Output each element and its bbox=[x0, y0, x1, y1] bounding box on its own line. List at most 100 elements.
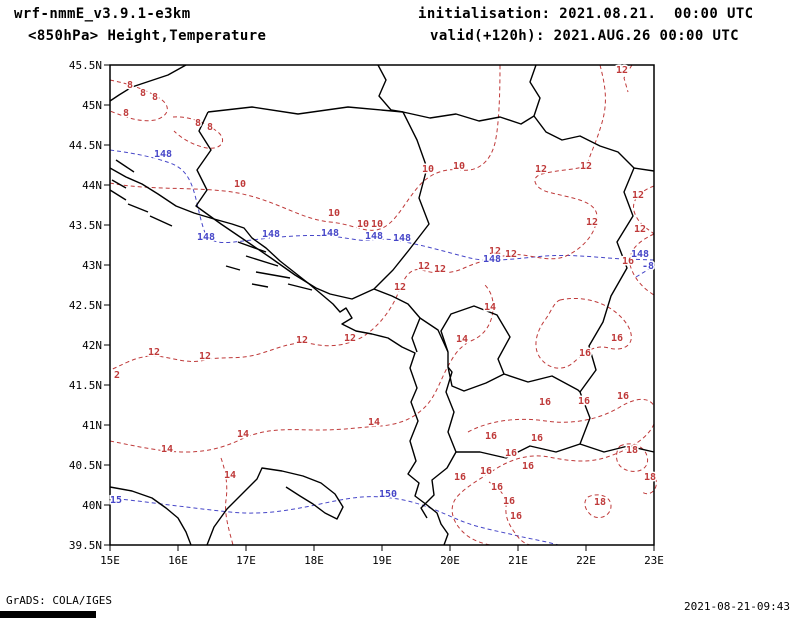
temperature-contour-label: 8 bbox=[195, 118, 201, 129]
temperature-contour-label: 12 bbox=[586, 217, 598, 228]
x-axis-tick-label: 16E bbox=[168, 554, 188, 567]
temperature-contour-label: 16 bbox=[480, 466, 492, 477]
field-title: <850hPa> Height,Temperature bbox=[28, 28, 267, 44]
coastline-border bbox=[287, 283, 313, 291]
coastline-border bbox=[206, 467, 344, 546]
y-axis-tick-label: 39.5N bbox=[69, 539, 102, 552]
height-contour-label: 148 bbox=[197, 232, 215, 243]
temperature-contour bbox=[109, 79, 168, 122]
height-contour-label: 148 bbox=[262, 229, 280, 240]
coastline-border bbox=[109, 64, 187, 102]
temperature-contour-label: 12 bbox=[148, 347, 160, 358]
height-contour-label: 148 bbox=[321, 228, 339, 239]
coastline-border bbox=[127, 203, 149, 213]
temperature-contour-label: 16 bbox=[579, 348, 591, 359]
temperature-contour-label: 12 bbox=[634, 224, 646, 235]
temperature-contour-label: 16 bbox=[531, 433, 543, 444]
temperature-contour-label: 16 bbox=[617, 391, 629, 402]
temperature-contour-label: 14 bbox=[484, 302, 496, 313]
temperature-contour-label: 14 bbox=[456, 334, 468, 345]
coastline-border bbox=[579, 167, 635, 393]
y-axis-tick-label: 43.5N bbox=[69, 219, 102, 232]
temperature-contour-label: 12 bbox=[394, 282, 406, 293]
coastline-border bbox=[402, 111, 535, 125]
coastline-border bbox=[225, 265, 241, 271]
temperature-contour-label: 16 bbox=[510, 511, 522, 522]
temperature-contour-label: 16 bbox=[491, 482, 503, 493]
temperature-contour-label: 8 bbox=[207, 122, 213, 133]
height-contour-label: -8 bbox=[642, 261, 654, 272]
temperature-contour-label: 12 bbox=[535, 164, 547, 175]
coastline-border bbox=[237, 241, 267, 253]
height-contour bbox=[635, 265, 655, 278]
temperature-contour-label: 14 bbox=[368, 417, 380, 428]
temperature-contour-label: 10 bbox=[234, 179, 246, 190]
model-title: wrf-nmmE_v3.9.1-e3km bbox=[14, 6, 191, 22]
x-axis-tick-label: 19E bbox=[372, 554, 392, 567]
y-axis-tick-label: 40N bbox=[82, 499, 102, 512]
window-edge-strip bbox=[0, 611, 96, 618]
y-axis-tick-label: 40.5N bbox=[69, 459, 102, 472]
temperature-contour-label: 16 bbox=[522, 461, 534, 472]
temperature-contour bbox=[109, 64, 501, 231]
temperature-contour-label: 12 bbox=[616, 65, 628, 76]
temperature-contour-label: 12 bbox=[296, 335, 308, 346]
temperature-contour-label: 10 bbox=[371, 219, 383, 230]
temperature-contour-label: 16 bbox=[503, 496, 515, 507]
height-contour bbox=[109, 149, 655, 261]
temperature-contour-label: 10 bbox=[453, 161, 465, 172]
coastline-border bbox=[111, 179, 127, 189]
temperature-contour-label: 8 bbox=[152, 92, 158, 103]
temperature-contour-label: 10 bbox=[357, 219, 369, 230]
temperature-contour bbox=[488, 481, 531, 546]
coastline-border bbox=[255, 271, 291, 279]
y-axis-tick-label: 42N bbox=[82, 339, 102, 352]
y-axis-tick-label: 42.5N bbox=[69, 299, 102, 312]
temperature-contour-label: 12 bbox=[580, 161, 592, 172]
temperature-contour-label: 16 bbox=[578, 396, 590, 407]
temperature-contour bbox=[623, 64, 633, 93]
coastline-border bbox=[420, 366, 457, 519]
coastline-border bbox=[195, 111, 317, 289]
coastline-border bbox=[207, 106, 430, 300]
grads-credit: GrADS: COLA/IGES bbox=[6, 594, 112, 607]
valid-time-label: valid(+120h): 2021.AUG.26 00:00 UTC bbox=[430, 28, 740, 44]
x-axis-tick-label: 18E bbox=[304, 554, 324, 567]
temperature-contour-label: 16 bbox=[611, 333, 623, 344]
temperature-contour-label: 14 bbox=[224, 470, 236, 481]
height-contour-label: 148 bbox=[483, 254, 501, 265]
coastline-border bbox=[419, 317, 449, 353]
temperature-contour-label: 12 bbox=[505, 249, 517, 260]
coastline-border bbox=[456, 373, 591, 459]
coastline-border bbox=[149, 215, 173, 227]
height-contour-label: 148 bbox=[393, 233, 411, 244]
temperature-contour bbox=[629, 233, 655, 296]
temperature-contour-label: 18 bbox=[594, 497, 606, 508]
x-axis-tick-label: 15E bbox=[100, 554, 120, 567]
x-axis-tick-label: 20E bbox=[440, 554, 460, 567]
coastline-border bbox=[440, 305, 511, 392]
temperature-contour bbox=[109, 283, 494, 453]
temperature-contour-label: 8 bbox=[140, 88, 146, 99]
temperature-contour bbox=[584, 494, 612, 519]
temperature-contour-label: 16 bbox=[622, 256, 634, 267]
temperature-contour-label: 16 bbox=[454, 472, 466, 483]
temperature-contour-label: 12 bbox=[199, 351, 211, 362]
temperature-contour bbox=[616, 443, 649, 472]
temperature-contour-label: 12 bbox=[489, 246, 501, 257]
height-contour bbox=[109, 496, 559, 546]
creation-timestamp: 2021-08-21-09:43 bbox=[684, 600, 790, 613]
coastline-border bbox=[251, 283, 269, 288]
height-contour-label: 148 bbox=[365, 231, 383, 242]
x-axis-tick-label: 22E bbox=[576, 554, 596, 567]
y-axis-tick-label: 45.5N bbox=[69, 59, 102, 72]
temperature-contour-label: 16 bbox=[539, 397, 551, 408]
temperature-contour bbox=[633, 185, 655, 235]
temperature-contour bbox=[451, 398, 655, 546]
temperature-contour-label: 18 bbox=[644, 472, 656, 483]
x-axis-tick-label: 17E bbox=[236, 554, 256, 567]
y-axis-tick-label: 41N bbox=[82, 419, 102, 432]
temperature-contour-label: 14 bbox=[237, 429, 249, 440]
